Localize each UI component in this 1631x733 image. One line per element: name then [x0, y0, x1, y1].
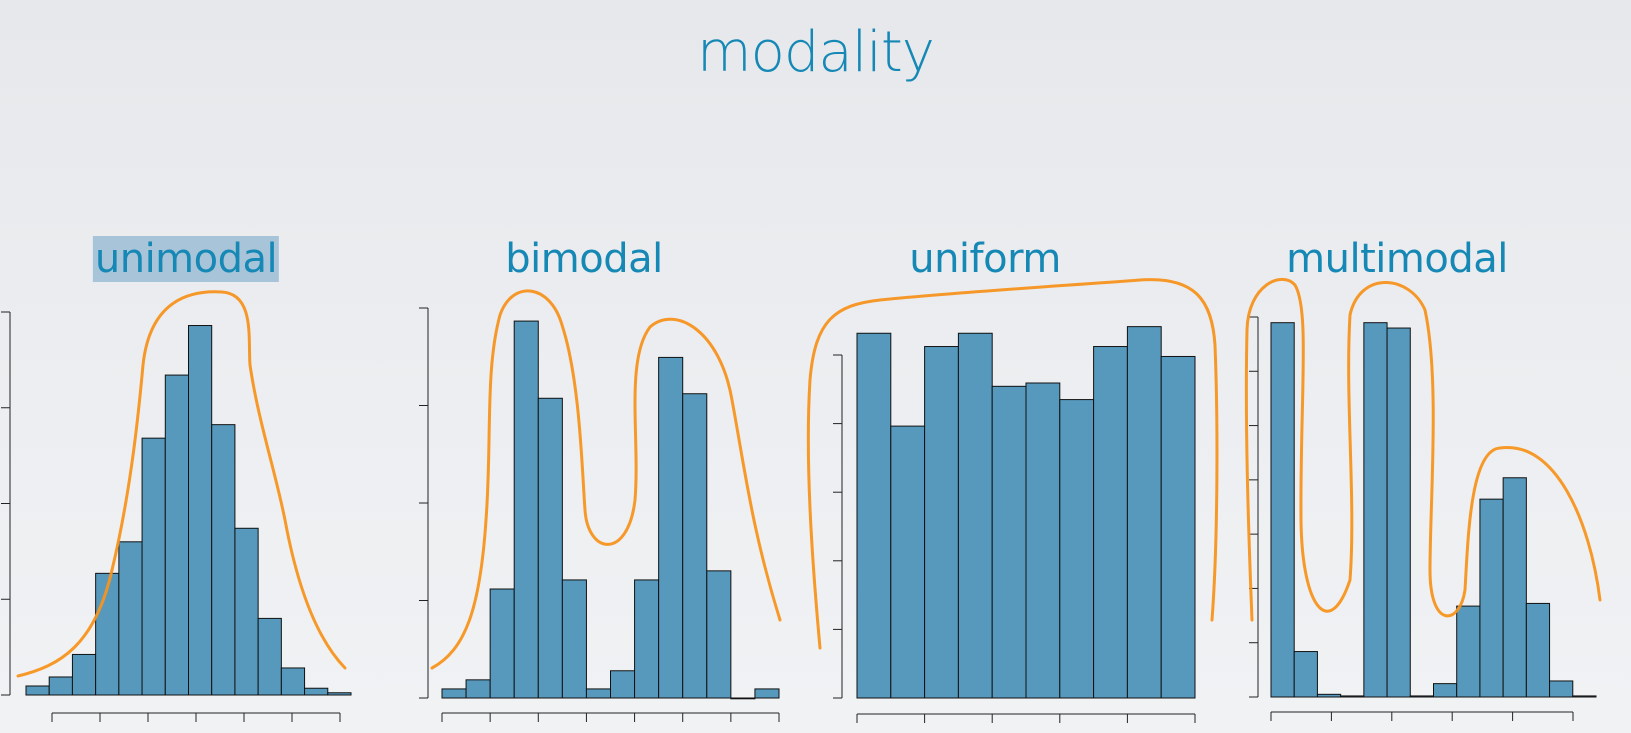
- bar-multimodal-1: [1293, 651, 1318, 698]
- bar-bimodal-5: [561, 579, 587, 699]
- bar-multimodal-2: [1316, 693, 1342, 698]
- bar-multimodal-10: [1502, 477, 1527, 698]
- bar-unimodal-13: [327, 692, 352, 696]
- bar-uniform-6: [1059, 399, 1095, 699]
- bar-uniform-5: [1025, 382, 1061, 699]
- bar-multimodal-4: [1363, 322, 1388, 698]
- chart-title-multimodal: multimodal: [1286, 236, 1508, 282]
- bar-bimodal-12: [730, 697, 756, 700]
- bar-uniform-0: [856, 332, 892, 699]
- bar-unimodal-10: [257, 617, 282, 696]
- bar-multimodal-6: [1409, 695, 1435, 698]
- bar-bimodal-10: [682, 393, 708, 699]
- bar-bimodal-9: [658, 356, 684, 699]
- bar-bimodal-6: [585, 688, 611, 699]
- bar-unimodal-5: [141, 437, 166, 696]
- bar-bimodal-11: [706, 570, 732, 699]
- bar-uniform-2: [924, 346, 959, 699]
- annotation-curve-unimodal: [16, 290, 347, 678]
- bar-bimodal-0: [441, 688, 467, 699]
- chart-title-uniform: uniform: [909, 236, 1061, 282]
- bar-multimodal-0: [1270, 322, 1295, 698]
- bar-unimodal-0: [25, 685, 50, 696]
- bar-bimodal-2: [489, 588, 515, 699]
- bar-multimodal-13: [1572, 695, 1597, 698]
- bar-unimodal-7: [188, 325, 213, 696]
- bar-uniform-9: [1160, 355, 1196, 699]
- annotation-curve-uniform: [806, 278, 1219, 650]
- bar-bimodal-1: [465, 679, 491, 699]
- bar-unimodal-12: [304, 687, 329, 696]
- bar-multimodal-7: [1433, 683, 1458, 698]
- bar-multimodal-8: [1456, 605, 1481, 698]
- bar-bimodal-8: [634, 579, 660, 699]
- bar-unimodal-6: [164, 374, 189, 696]
- bar-unimodal-11: [280, 667, 306, 696]
- bar-multimodal-3: [1340, 695, 1365, 698]
- bar-bimodal-7: [610, 670, 636, 699]
- bar-unimodal-9: [234, 527, 259, 696]
- bar-bimodal-13: [754, 688, 780, 699]
- bar-unimodal-4: [118, 541, 143, 696]
- bar-multimodal-12: [1549, 680, 1574, 698]
- bar-uniform-3: [957, 332, 993, 699]
- bar-unimodal-8: [211, 424, 236, 696]
- bar-unimodal-2: [71, 653, 97, 696]
- bar-uniform-4: [991, 385, 1027, 699]
- bar-bimodal-4: [537, 397, 563, 699]
- bar-uniform-1: [890, 425, 926, 699]
- bar-uniform-7: [1093, 346, 1128, 699]
- chart-title-bimodal: bimodal: [505, 236, 663, 282]
- slide-title: modality: [697, 20, 935, 85]
- bar-unimodal-1: [48, 676, 73, 696]
- bar-multimodal-5: [1386, 327, 1411, 698]
- bar-uniform-8: [1126, 326, 1162, 699]
- bar-bimodal-3: [513, 320, 539, 699]
- annotation-curve-multimodal: [1244, 277, 1602, 622]
- annotation-curve-bimodal: [430, 289, 782, 670]
- bar-multimodal-11: [1525, 602, 1551, 698]
- bar-multimodal-9: [1479, 498, 1504, 698]
- chart-title-unimodal: unimodal: [92, 236, 280, 282]
